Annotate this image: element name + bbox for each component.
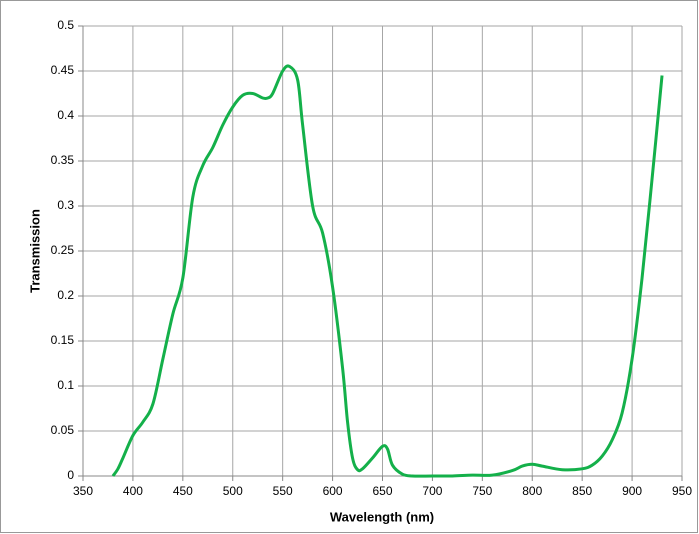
- x-tick-label: 950: [672, 484, 692, 498]
- y-axis-title: Transmission: [27, 209, 42, 293]
- x-tick-label: 750: [472, 484, 492, 498]
- data-line: [111, 64, 664, 478]
- y-tick-label: 0.1: [57, 378, 74, 392]
- x-tick-label: 450: [173, 484, 193, 498]
- x-tick-label: 350: [73, 484, 93, 498]
- x-tick-label: 500: [223, 484, 243, 498]
- y-tick-label: 0.3: [57, 198, 74, 212]
- y-tick-label: 0.2: [57, 288, 74, 302]
- y-tick-label: 0: [67, 468, 74, 482]
- x-tick-label: 650: [372, 484, 392, 498]
- x-axis-title: Wavelength (nm): [330, 509, 434, 524]
- x-tick-label: 700: [422, 484, 442, 498]
- y-tick-label: 0.15: [51, 333, 75, 347]
- x-tick-label: 850: [572, 484, 592, 498]
- y-tick-label: 0.45: [51, 63, 75, 77]
- x-tick-label: 900: [622, 484, 642, 498]
- y-tick-label: 0.4: [57, 108, 74, 122]
- x-tick-label: 400: [123, 484, 143, 498]
- y-tick-label: 0.05: [51, 423, 75, 437]
- y-tick-label: 0.35: [51, 153, 75, 167]
- y-tick-label: 0.5: [57, 18, 74, 32]
- x-tick-label: 600: [323, 484, 343, 498]
- x-tick-label: 550: [273, 484, 293, 498]
- x-tick-label: 800: [522, 484, 542, 498]
- y-tick-label: 0.25: [51, 243, 75, 257]
